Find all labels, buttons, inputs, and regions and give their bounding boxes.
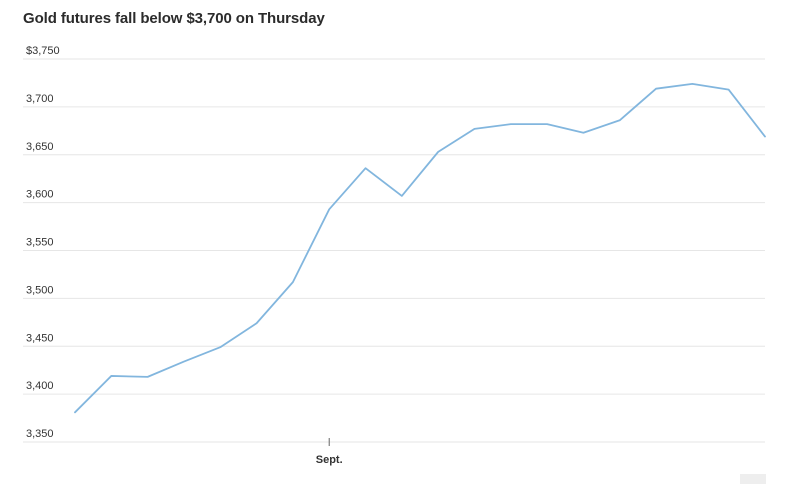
gridlines xyxy=(23,58,765,443)
y-tick-label: 3,400 xyxy=(26,380,54,392)
y-axis-tick-labels: $3,750 3,700 3,650 3,600 3,550 3,500 3,450 3,40… xyxy=(26,45,60,440)
corner-watermark xyxy=(740,474,766,484)
series-line xyxy=(74,82,766,414)
x-axis: Sept. xyxy=(316,438,343,466)
y-tick-label: 3,450 xyxy=(26,332,54,344)
series-layer xyxy=(74,82,766,414)
y-tick-label: 3,550 xyxy=(26,237,54,249)
watermark-layer xyxy=(740,474,766,484)
y-tick-label: 3,600 xyxy=(26,189,54,201)
chart-title: Gold futures fall below $3,700 on Thursd… xyxy=(23,10,325,27)
y-tick-label: 3,350 xyxy=(26,428,54,440)
x-tick-label: Sept. xyxy=(316,454,343,466)
y-tick-label: 3,650 xyxy=(26,141,54,153)
y-tick-label: 3,700 xyxy=(26,93,54,105)
y-tick-label: 3,500 xyxy=(26,284,54,296)
y-tick-label: $3,750 xyxy=(26,45,60,57)
